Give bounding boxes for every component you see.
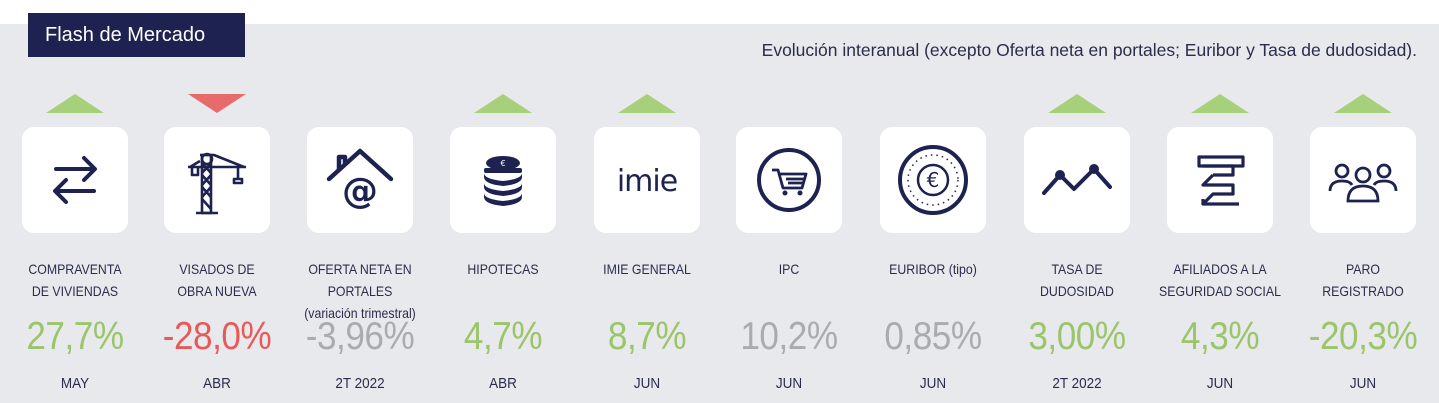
indicator-card: @ OFERTA NETA EN PORTALES (variación trime… bbox=[285, 94, 435, 394]
crane-icon bbox=[164, 127, 270, 233]
indicator-label-line1: IMIE GENERAL bbox=[603, 261, 691, 277]
indicator-card: € EURIBOR (tipo) 0,85% JUN bbox=[858, 94, 1008, 394]
indicator-value: 0,85% bbox=[884, 315, 982, 358]
indicator-label-line1: AFILIADOS A LA bbox=[1173, 261, 1267, 277]
coins-stack-icon: € bbox=[450, 127, 556, 233]
trend-up-icon bbox=[474, 94, 532, 113]
trend-up-icon bbox=[1191, 94, 1249, 113]
indicator-label-line1: TASA DE bbox=[1051, 261, 1103, 277]
trend-up-icon bbox=[1048, 94, 1106, 113]
indicator-label-line1: PARO bbox=[1345, 261, 1380, 277]
indicator-label-line1: COMPRAVENTA bbox=[28, 261, 122, 277]
indicator-label-line2: (variación trimestral) bbox=[304, 305, 416, 321]
indicator-label: OFERTA NETA EN PORTALES (variación trimes… bbox=[294, 258, 426, 324]
indicator-label-line2: DUDOSIDAD bbox=[1040, 283, 1114, 299]
indicator-label-line1: OFERTA NETA EN PORTALES bbox=[308, 261, 412, 299]
trend-down-icon bbox=[188, 94, 246, 113]
trend-up-icon bbox=[1334, 94, 1392, 113]
indicator-card: AFILIADOS A LA SEGURIDAD SOCIAL 4,3% JUN bbox=[1145, 94, 1295, 394]
indicator-period: 2T 2022 bbox=[335, 375, 385, 392]
indicator-value: -20,3% bbox=[1308, 315, 1418, 358]
indicator-value: 4,3% bbox=[1180, 315, 1260, 358]
indicator-label: IPC bbox=[723, 258, 855, 280]
indicator-period: ABR bbox=[203, 375, 231, 392]
indicator-label: VISADOS DE OBRA NUEVA bbox=[151, 258, 283, 302]
indicator-label: TASA DE DUDOSIDAD bbox=[1011, 258, 1143, 302]
indicator-period: ABR bbox=[489, 375, 517, 392]
indicator-label-line2: SEGURIDAD SOCIAL bbox=[1159, 283, 1281, 299]
indicator-label-line1: EURIBOR (tipo) bbox=[889, 261, 977, 277]
indicator-period: 2T 2022 bbox=[1052, 375, 1102, 392]
indicator-label: AFILIADOS A LA SEGURIDAD SOCIAL bbox=[1154, 258, 1286, 302]
indicator-card: PARO REGISTRADO -20,3% JUN bbox=[1288, 94, 1438, 394]
indicator-value: 8,7% bbox=[607, 315, 687, 358]
indicator-label: EURIBOR (tipo) bbox=[867, 258, 999, 280]
svg-text:@: @ bbox=[342, 171, 378, 212]
indicator-card: € HIPOTECAS 4,7% ABR bbox=[428, 94, 578, 394]
indicator-card: TASA DE DUDOSIDAD 3,00% 2T 2022 bbox=[1002, 94, 1152, 394]
indicator-period: JUN bbox=[775, 375, 803, 392]
indicator-value: 4,7% bbox=[463, 315, 543, 358]
indicator-label: IMIE GENERAL bbox=[581, 258, 713, 280]
indicator-value: 3,00% bbox=[1028, 315, 1126, 358]
euro-coin-icon: € bbox=[880, 127, 986, 233]
indicator-period: JUN bbox=[1206, 375, 1234, 392]
indicator-value: 27,7% bbox=[26, 315, 124, 358]
svg-text:imie: imie bbox=[617, 164, 677, 199]
trend-up-icon bbox=[46, 94, 104, 113]
house-at-icon: @ bbox=[307, 127, 413, 233]
page-subtitle: Evolución interanual (excepto Oferta net… bbox=[761, 40, 1417, 60]
indicator-label-line1: VISADOS DE bbox=[179, 261, 255, 277]
indicator-period: JUN bbox=[1349, 375, 1377, 392]
indicator-label-line1: IPC bbox=[778, 261, 800, 277]
indicator-period: JUN bbox=[633, 375, 661, 392]
page-title: Flash de Mercado bbox=[28, 13, 245, 57]
indicator-card: IPC 10,2% JUN bbox=[714, 94, 864, 394]
svg-text:€: € bbox=[500, 159, 505, 168]
imie-logo-icon: imie bbox=[594, 127, 700, 233]
indicator-label-line2: OBRA NUEVA bbox=[177, 283, 257, 299]
indicator-value: -3,96% bbox=[305, 315, 415, 358]
indicator-label-line2: DE VIVIENDAS bbox=[31, 283, 119, 299]
indicator-period: MAY bbox=[60, 375, 90, 392]
trend-up-icon bbox=[618, 94, 676, 113]
indicator-card: imie IMIE GENERAL 8,7% JUN bbox=[572, 94, 722, 394]
people-group-icon bbox=[1310, 127, 1416, 233]
indicator-label-line1: HIPOTECAS bbox=[467, 261, 539, 277]
trend-line-icon bbox=[1024, 127, 1130, 233]
indicator-label: HIPOTECAS bbox=[437, 258, 569, 280]
indicator-label-line2: REGISTRADO bbox=[1322, 283, 1404, 299]
shopping-cart-icon bbox=[736, 127, 842, 233]
indicator-value: -28,0% bbox=[162, 315, 272, 358]
svg-text:€: € bbox=[927, 168, 940, 192]
indicator-card: COMPRAVENTA DE VIVIENDAS 27,7% MAY bbox=[0, 94, 150, 394]
exchange-arrows-icon bbox=[22, 127, 128, 233]
indicator-card: VISADOS DE OBRA NUEVA -28,0% ABR bbox=[142, 94, 292, 394]
indicator-value: 10,2% bbox=[740, 315, 838, 358]
indicator-period: JUN bbox=[919, 375, 947, 392]
indicator-label: COMPRAVENTA DE VIVIENDAS bbox=[9, 258, 141, 302]
indicator-label: PARO REGISTRADO bbox=[1297, 258, 1429, 302]
social-security-icon bbox=[1167, 127, 1273, 233]
